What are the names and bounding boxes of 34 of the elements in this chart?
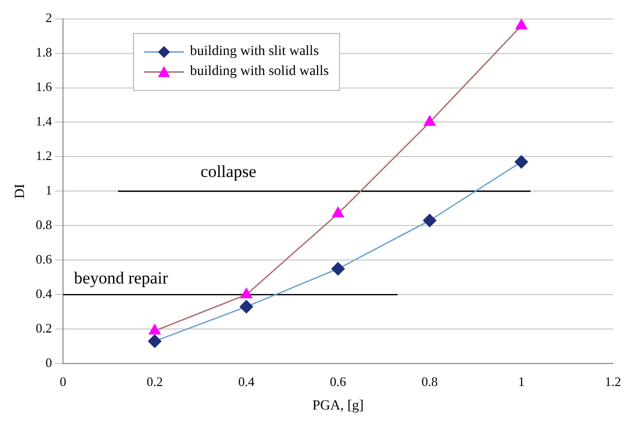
x-tick-label: 0.2 <box>146 374 163 389</box>
x-tick-label: 0 <box>60 374 66 389</box>
y-tick-label: 1 <box>46 182 52 198</box>
point <box>148 324 161 334</box>
annotation: beyond repair <box>74 268 168 288</box>
x-tick-label: 0.8 <box>422 374 438 389</box>
legend-label: building with solid walls <box>190 64 329 80</box>
y-tick-label: 1.4 <box>36 114 53 129</box>
point <box>331 262 345 276</box>
y-tick-label: 2 <box>46 10 52 26</box>
point <box>514 155 528 169</box>
x-tick-label: 1 <box>518 374 525 389</box>
x-axis-title: PGA, [g] <box>312 398 364 414</box>
y-tick-label: 0.4 <box>36 286 53 302</box>
point <box>515 19 528 30</box>
point <box>424 116 436 126</box>
y-tick-label: 0.6 <box>36 252 53 267</box>
point <box>148 334 162 348</box>
y-tick-label: 0.2 <box>36 320 52 336</box>
legend-label: building with slit walls <box>190 44 319 60</box>
point <box>240 288 252 298</box>
annotation: collapse <box>200 162 256 181</box>
x-tick-label: 0.6 <box>330 374 347 389</box>
y-tick-label: 1.2 <box>36 148 52 164</box>
y-tick-label: 0 <box>46 355 52 370</box>
y-axis-title: DI <box>13 183 28 199</box>
point <box>332 206 344 218</box>
point <box>240 300 254 314</box>
x-tick-label: 0.4 <box>238 374 255 389</box>
point <box>423 214 436 228</box>
y-tick-label: 1.6 <box>36 79 53 94</box>
y-tick-label: 1.8 <box>36 44 52 60</box>
x-tick-label: 1.2 <box>604 374 622 389</box>
y-tick-label: 0.8 <box>36 217 52 232</box>
